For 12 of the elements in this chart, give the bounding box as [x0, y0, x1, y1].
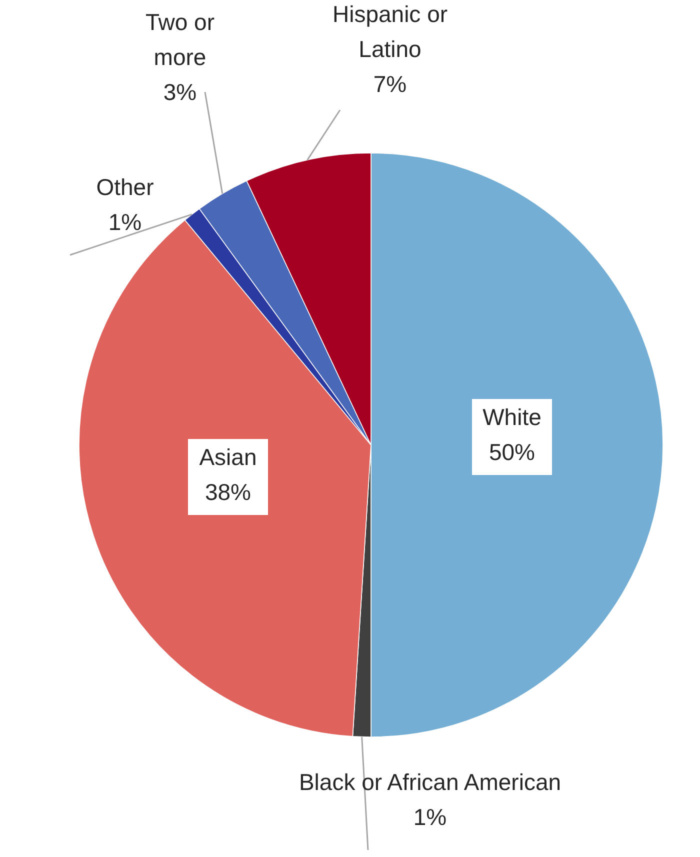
- data-label: 1%: [413, 804, 447, 830]
- slice-label: Two or more: [145, 9, 215, 70]
- data-label: 3%: [163, 79, 197, 105]
- slice-label: White: [482, 404, 542, 430]
- data-label: 7%: [373, 71, 407, 97]
- data-label: 1%: [108, 209, 142, 235]
- slice-label: Hispanic or Latino: [332, 1, 448, 62]
- slice-label: Asian: [199, 444, 257, 470]
- data-label: 50%: [488, 439, 536, 465]
- slice-label: Black or African American: [298, 769, 562, 795]
- slice-label: Other: [96, 174, 154, 200]
- data-label: 38%: [204, 479, 252, 505]
